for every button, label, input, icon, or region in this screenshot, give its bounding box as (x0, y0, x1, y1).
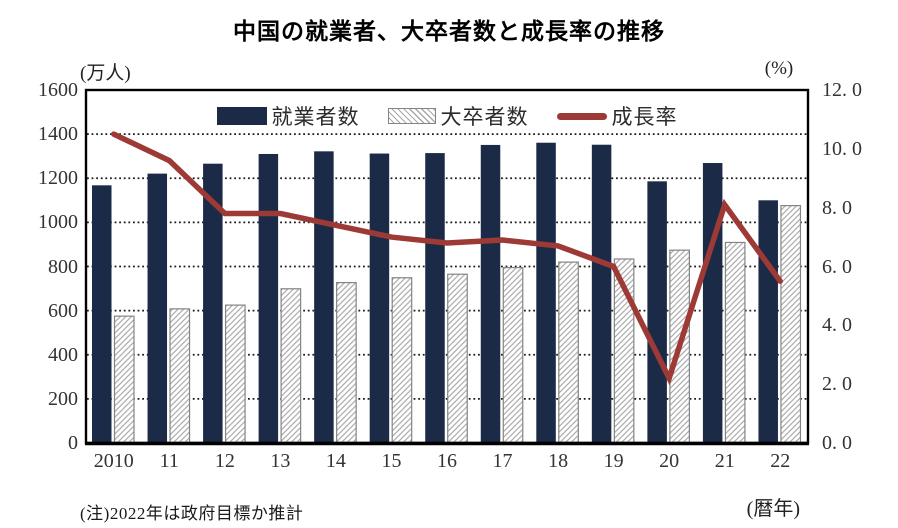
x-axis-tick-22: 22 (770, 450, 791, 472)
y-axis-tick-right-6.0: 6. 0 (822, 255, 852, 278)
x-axis-tick-20: 20 (659, 450, 680, 472)
legend: 就業者数 大卒者数 成長率 (86, 102, 808, 130)
bar-graduates-17 (502, 267, 524, 444)
bar-graduates-21 (724, 241, 746, 444)
growth-rate-line (111, 131, 783, 386)
left-axis-unit: (万人) (80, 63, 131, 84)
chart-title: 中国の就業者、大卒者数と成長率の推移 (233, 18, 665, 44)
x-axis-tick-12: 12 (214, 450, 235, 472)
y-axis-tick-left-1600: 1600 (38, 79, 78, 101)
x-axis-tick-2010: 2010 (93, 450, 134, 472)
bar-employment-22 (758, 200, 778, 443)
bar-employment-14 (314, 151, 334, 444)
bar-graduates-18 (558, 261, 579, 444)
y-axis-tick-right-4.0: 4. 0 (822, 314, 852, 337)
bar-employment-2010 (92, 185, 112, 443)
legend-swatch-solid-bar (216, 107, 267, 125)
x-axis-tick-16: 16 (437, 450, 457, 472)
bar-employment-21 (702, 163, 723, 444)
y-axis-tick-left-600: 600 (48, 299, 78, 322)
x-axis-tick-18: 18 (548, 450, 569, 472)
footnote: (注)2022年は政府目標か推計 (80, 504, 304, 523)
x-axis-tick-19: 19 (603, 450, 624, 472)
y-axis-tick-left-400: 400 (48, 343, 78, 366)
legend-swatch-hatched-bar (387, 108, 436, 124)
bar-graduates-14 (336, 282, 357, 444)
y-axis-tick-right-2.0: 2. 0 (822, 373, 852, 396)
bar-employment-19 (591, 144, 612, 443)
bar-graduates-15 (391, 277, 413, 444)
legend-label-growth-rate: 成長率 (611, 105, 678, 129)
bar-employment-15 (369, 153, 390, 444)
y-axis-tick-left-0: 0 (68, 432, 78, 454)
legend-label-graduates: 大卒者数 (440, 105, 529, 129)
bar-employment-17 (480, 144, 501, 444)
legend-label-employment: 就業者数 (271, 105, 360, 129)
bar-graduates-11 (169, 308, 191, 444)
x-axis-tick-17: 17 (492, 450, 513, 472)
y-axis-tick-right-8.0: 8. 0 (822, 196, 852, 219)
bar-graduates-2010 (113, 315, 135, 444)
bar-graduates-12 (224, 304, 246, 444)
x-axis-unit: (暦年) (746, 498, 800, 520)
legend-item-growth-rate: 成長率 (556, 101, 678, 131)
y-axis-tick-right-12.0: 12. 0 (822, 79, 862, 101)
legend-swatch-line (556, 112, 607, 120)
bar-employment-16 (425, 153, 445, 443)
legend-item-graduates: 大卒者数 (387, 101, 529, 131)
bar-employment-13 (258, 153, 279, 443)
y-axis-tick-left-800: 800 (48, 255, 78, 278)
bar-employment-20 (647, 181, 667, 443)
y-axis-tick-left-200: 200 (48, 387, 78, 410)
x-axis-tick-13: 13 (270, 450, 291, 472)
legend-item-employment: 就業者数 (216, 101, 360, 131)
y-axis-tick-left-1200: 1200 (38, 167, 78, 190)
bar-graduates-16 (447, 273, 468, 444)
bar-employment-18 (536, 142, 556, 443)
x-axis-tick-11: 11 (159, 450, 179, 472)
x-axis-tick-21: 21 (714, 450, 735, 472)
y-axis-tick-right-0.0: 0. 0 (822, 432, 852, 454)
right-axis-unit: (%) (764, 58, 794, 79)
bar-graduates-22 (780, 205, 802, 444)
x-axis-tick-14: 14 (325, 450, 346, 472)
y-axis-tick-left-1400: 1400 (38, 123, 78, 146)
bar-employment-11 (147, 173, 168, 443)
x-axis-tick-15: 15 (381, 450, 402, 472)
y-axis-tick-left-1000: 1000 (38, 211, 78, 234)
bar-graduates-13 (280, 288, 302, 444)
y-axis-tick-right-10.0: 10. 0 (822, 137, 862, 160)
bar-employment-12 (203, 163, 223, 443)
